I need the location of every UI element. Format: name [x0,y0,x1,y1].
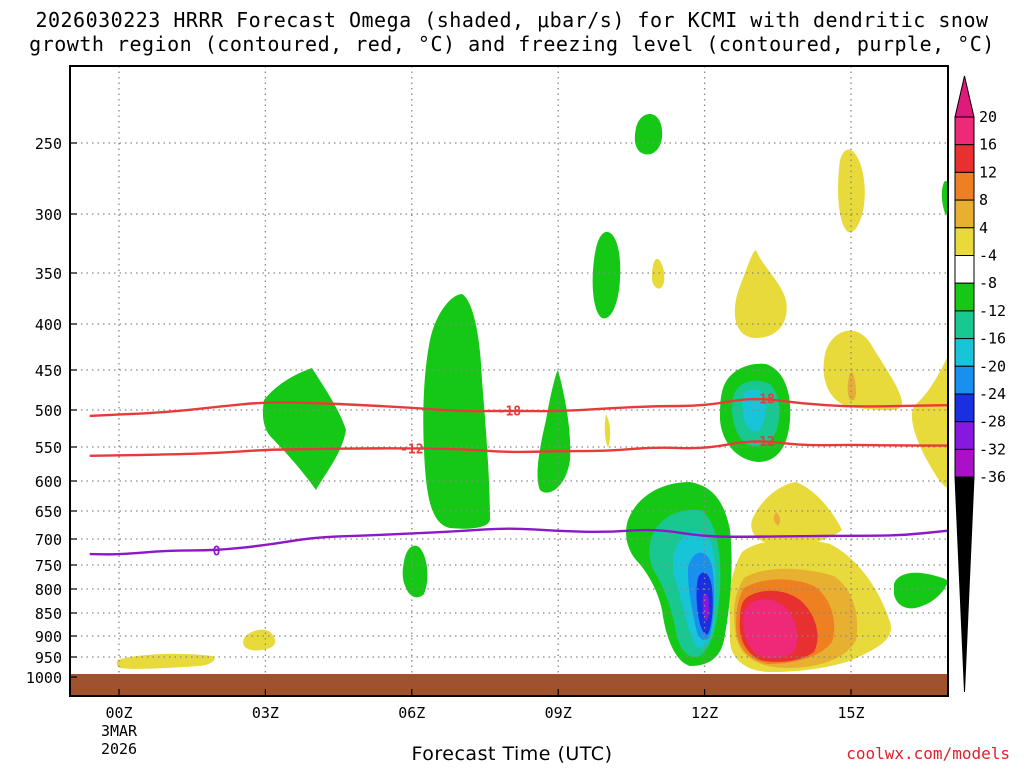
omega-region [734,250,787,338]
y-tick-label: 400 [35,316,62,334]
colorbar-label: 16 [979,136,997,154]
y-tick-label: 250 [35,135,62,153]
y-axis: 250 300 350 400 450 500 550 600 650 700 750 800 850 9… [26,135,77,687]
colorbar-label: -16 [979,330,1006,348]
y-tick-label: 550 [35,439,62,457]
colorbar-label: -24 [979,385,1006,403]
y-tick-label: 350 [35,265,62,283]
y-tick-label: 700 [35,531,62,549]
colorbar-label: -4 [979,247,997,265]
colorbar-swatch [954,116,975,146]
colorbar-top-triangle [954,75,975,118]
omega-region [911,356,948,488]
omega-region [751,482,842,547]
omega-region [894,572,948,609]
omega-region [634,114,663,155]
contour-line [89,440,948,458]
colorbar-label: -12 [979,302,1006,320]
x-tick-label: 03Z [252,704,279,722]
chart-title-line1: 2026030223 HRRR Forecast Omega (shaded, … [35,8,989,32]
contour-label: -18 [498,405,522,420]
colorbar-swatch [954,227,975,257]
colorbar-swatch [954,310,975,340]
omega-region [262,368,346,490]
y-tick-label: 650 [35,503,62,521]
omega-region [743,599,798,658]
omega-region [941,181,948,216]
omega-region [402,545,428,598]
contour-label: -12 [400,442,423,457]
colorbar-swatch [954,393,975,423]
y-tick-label: 900 [35,628,62,646]
grid-lines [70,66,948,696]
omega-region [652,258,665,289]
terrain-ground [70,674,948,696]
colorbar-swatch [954,338,975,367]
x-tick-label: 06Z [398,704,425,722]
colorbar-label: 12 [979,163,997,181]
chart-title-line2: growth region (contoured, red, °C) and f… [29,32,995,56]
contour-label: 0 [213,544,221,559]
colorbar-swatch [954,282,975,312]
contour-line [89,397,948,418]
y-tick-label: 500 [35,402,62,420]
colorbar-swatch [954,448,975,478]
colorbar-swatch [954,144,975,173]
x-tick-label: 00Z [105,704,132,722]
colorbar-label: -36 [979,468,1006,486]
y-tick-label: 800 [35,581,62,599]
contour-label: -12 [751,435,774,450]
credit-link[interactable]: coolwx.com/models [846,744,1010,763]
omega-region [773,512,781,526]
colorbar-swatch [954,255,975,284]
colorbar-label: -8 [979,274,997,292]
x-tick-sublabel: 3MAR [101,722,138,740]
omega-region [116,653,215,669]
omega-region [537,370,571,493]
colorbar-label: -32 [979,440,1006,458]
colorbar-label: 4 [979,219,988,237]
x-axis-title: Forecast Time (UTC) [411,743,613,765]
x-tick-label: 12Z [691,704,718,722]
y-tick-label: 1000 [26,669,62,687]
colorbar-label: -20 [979,357,1006,375]
y-tick-label: 750 [35,557,62,575]
colorbar-swatch [954,171,975,201]
x-tick-label: 09Z [545,704,572,722]
temperature-contours: -18 -18 -12 -12 0 [89,392,948,559]
colorbar-label: 8 [979,191,988,209]
x-tick-label: 15Z [837,704,864,722]
plot-frame [69,65,949,697]
colorbar-label: -28 [979,413,1006,431]
omega-region [592,231,621,319]
y-tick-label: 300 [35,206,62,224]
omega-region [838,149,865,233]
y-tick-label: 450 [35,362,62,380]
y-tick-label: 950 [35,649,62,667]
colorbar: 20 16 12 8 4 -4 -8 -12 -16 -20 -24 -28 -32 -36 [954,75,1006,693]
colorbar-swatch [954,421,975,450]
y-tick-label: 850 [35,605,62,623]
omega-region [604,414,611,448]
colorbar-bottom-triangle [954,476,975,693]
omega-region [243,629,276,651]
contour-label: -18 [751,392,775,407]
omega-region [847,372,856,401]
colorbar-swatch [954,365,975,395]
omega-shading [116,114,948,672]
contour-line [89,527,948,556]
y-tick-label: 600 [35,473,62,491]
colorbar-swatch [954,199,975,229]
x-tick-sublabel: 2026 [101,740,137,758]
colorbar-label: 20 [979,108,997,126]
